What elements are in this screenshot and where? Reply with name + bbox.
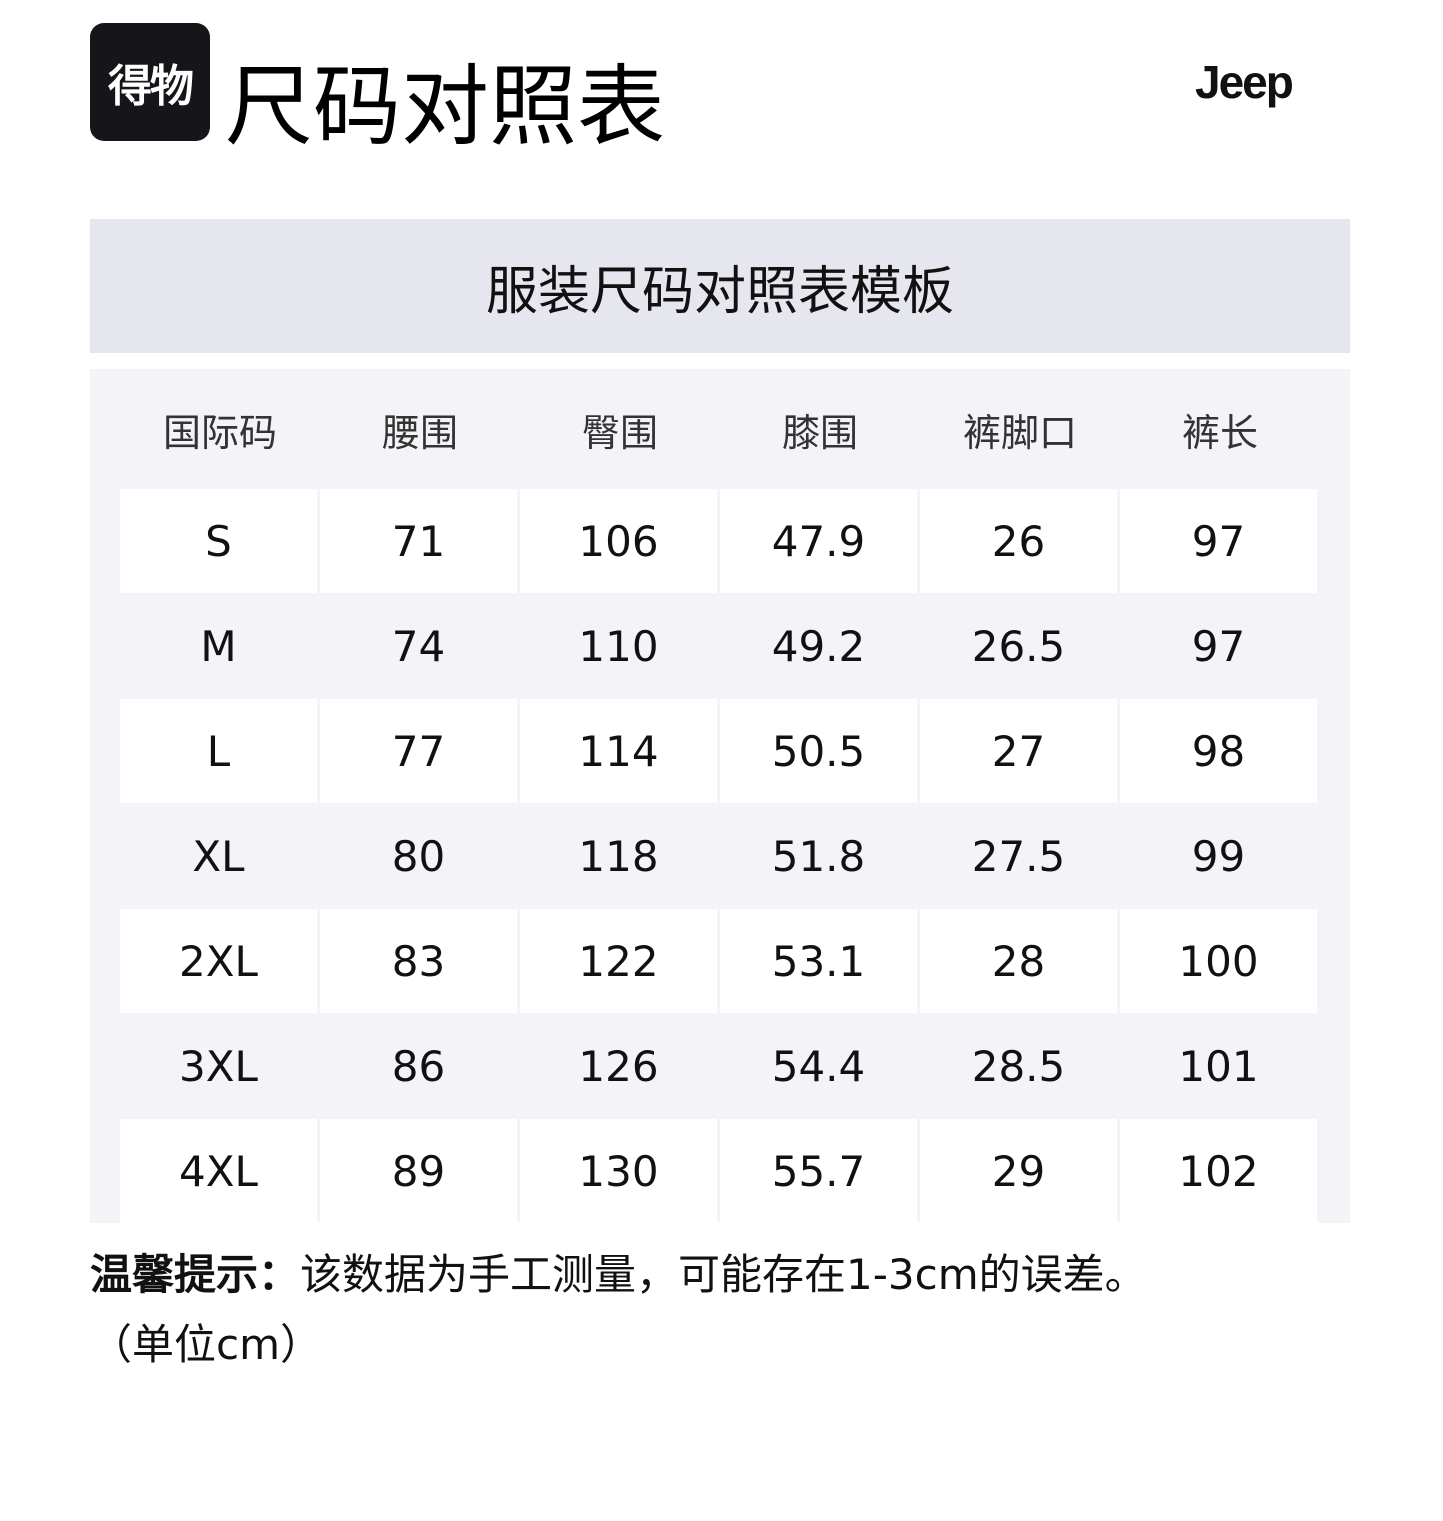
column-header: 膝围: [781, 410, 858, 455]
column-header: 腰围: [381, 410, 458, 455]
table-row: S 71 106 47.9 26 97: [120, 489, 1320, 593]
table-cell: 51.8: [771, 831, 866, 881]
table-cell: 27: [920, 699, 1117, 803]
table-cell: 118: [578, 831, 659, 881]
table-cell: XL: [192, 831, 245, 881]
table-cell: 114: [520, 699, 717, 803]
table-row: XL 80 118 51.8 27.5 99: [120, 804, 1320, 908]
unit-note: （单位cm）: [90, 1320, 323, 1369]
table-row: L 77 114 50.5 27 98: [120, 699, 1320, 803]
table-cell: 126: [578, 1041, 659, 1091]
note-label: 温馨提示：: [90, 1250, 301, 1299]
table-cell: 102: [1120, 1119, 1317, 1223]
table-cell: 77: [320, 699, 517, 803]
table-cell: 49.2: [771, 621, 866, 671]
table-cell: 80: [391, 831, 446, 881]
table-row: M 74 110 49.2 26.5 97: [120, 594, 1320, 698]
table-cell: M: [200, 621, 237, 671]
table-cell: 29: [920, 1119, 1117, 1223]
table-cell: 97: [1191, 621, 1246, 671]
table-header: 国际码 腰围 臀围 膝围 裤脚口 裤长: [120, 369, 1320, 489]
table-cell: 74: [391, 621, 446, 671]
table-cell: 110: [578, 621, 659, 671]
table-cell: 47.9: [720, 489, 917, 593]
table-cell: S: [120, 489, 317, 593]
table-cell: 100: [1120, 909, 1317, 1013]
dewu-logo: 得物: [90, 23, 210, 141]
note-text: 该数据为手工测量，可能存在1-3cm的误差。: [300, 1250, 1147, 1299]
table-cell: 86: [391, 1041, 446, 1091]
table-cell: 98: [1120, 699, 1317, 803]
column-header: 裤脚口: [962, 410, 1077, 455]
table-caption: 服装尺码对照表模板: [90, 219, 1350, 353]
table-row: 2XL 83 122 53.1 28 100: [120, 909, 1320, 1013]
size-table: 国际码 腰围 臀围 膝围 裤脚口 裤长 S 71 106 47.9 26 97 M 74 110…: [90, 369, 1350, 1223]
column-header: 臀围: [581, 410, 658, 455]
table-cell: 3XL: [179, 1041, 258, 1091]
table-cell: 4XL: [120, 1119, 317, 1223]
table-cell: 89: [320, 1119, 517, 1223]
table-cell: 101: [1178, 1041, 1259, 1091]
table-cell: 53.1: [720, 909, 917, 1013]
note: 温馨提示：该数据为手工测量，可能存在1-3cm的误差。 （单位cm）: [90, 1240, 1147, 1380]
table-cell: 106: [520, 489, 717, 593]
column-header: 裤长: [1181, 410, 1258, 455]
page-title: 尺码对照表: [225, 55, 666, 158]
table-cell: 28: [920, 909, 1117, 1013]
table-cell: 97: [1120, 489, 1317, 593]
table-cell: L: [120, 699, 317, 803]
jeep-logo: Jeep: [1195, 56, 1294, 108]
table-cell: 130: [520, 1119, 717, 1223]
table-cell: 71: [320, 489, 517, 593]
table-cell: 83: [320, 909, 517, 1013]
table-cell: 27.5: [971, 831, 1066, 881]
table-cell: 2XL: [120, 909, 317, 1013]
table-cell: 54.4: [771, 1041, 866, 1091]
table-cell: 26: [920, 489, 1117, 593]
table-cell: 28.5: [971, 1041, 1066, 1091]
table-cell: 99: [1191, 831, 1246, 881]
column-header: 国际码: [162, 410, 277, 455]
table-row: 4XL 89 130 55.7 29 102: [120, 1119, 1320, 1223]
table-cell: 122: [520, 909, 717, 1013]
table-cell: 50.5: [720, 699, 917, 803]
table-cell: 55.7: [720, 1119, 917, 1223]
table-cell: 26.5: [971, 621, 1066, 671]
table-row: 3XL 86 126 54.4 28.5 101: [120, 1014, 1320, 1118]
